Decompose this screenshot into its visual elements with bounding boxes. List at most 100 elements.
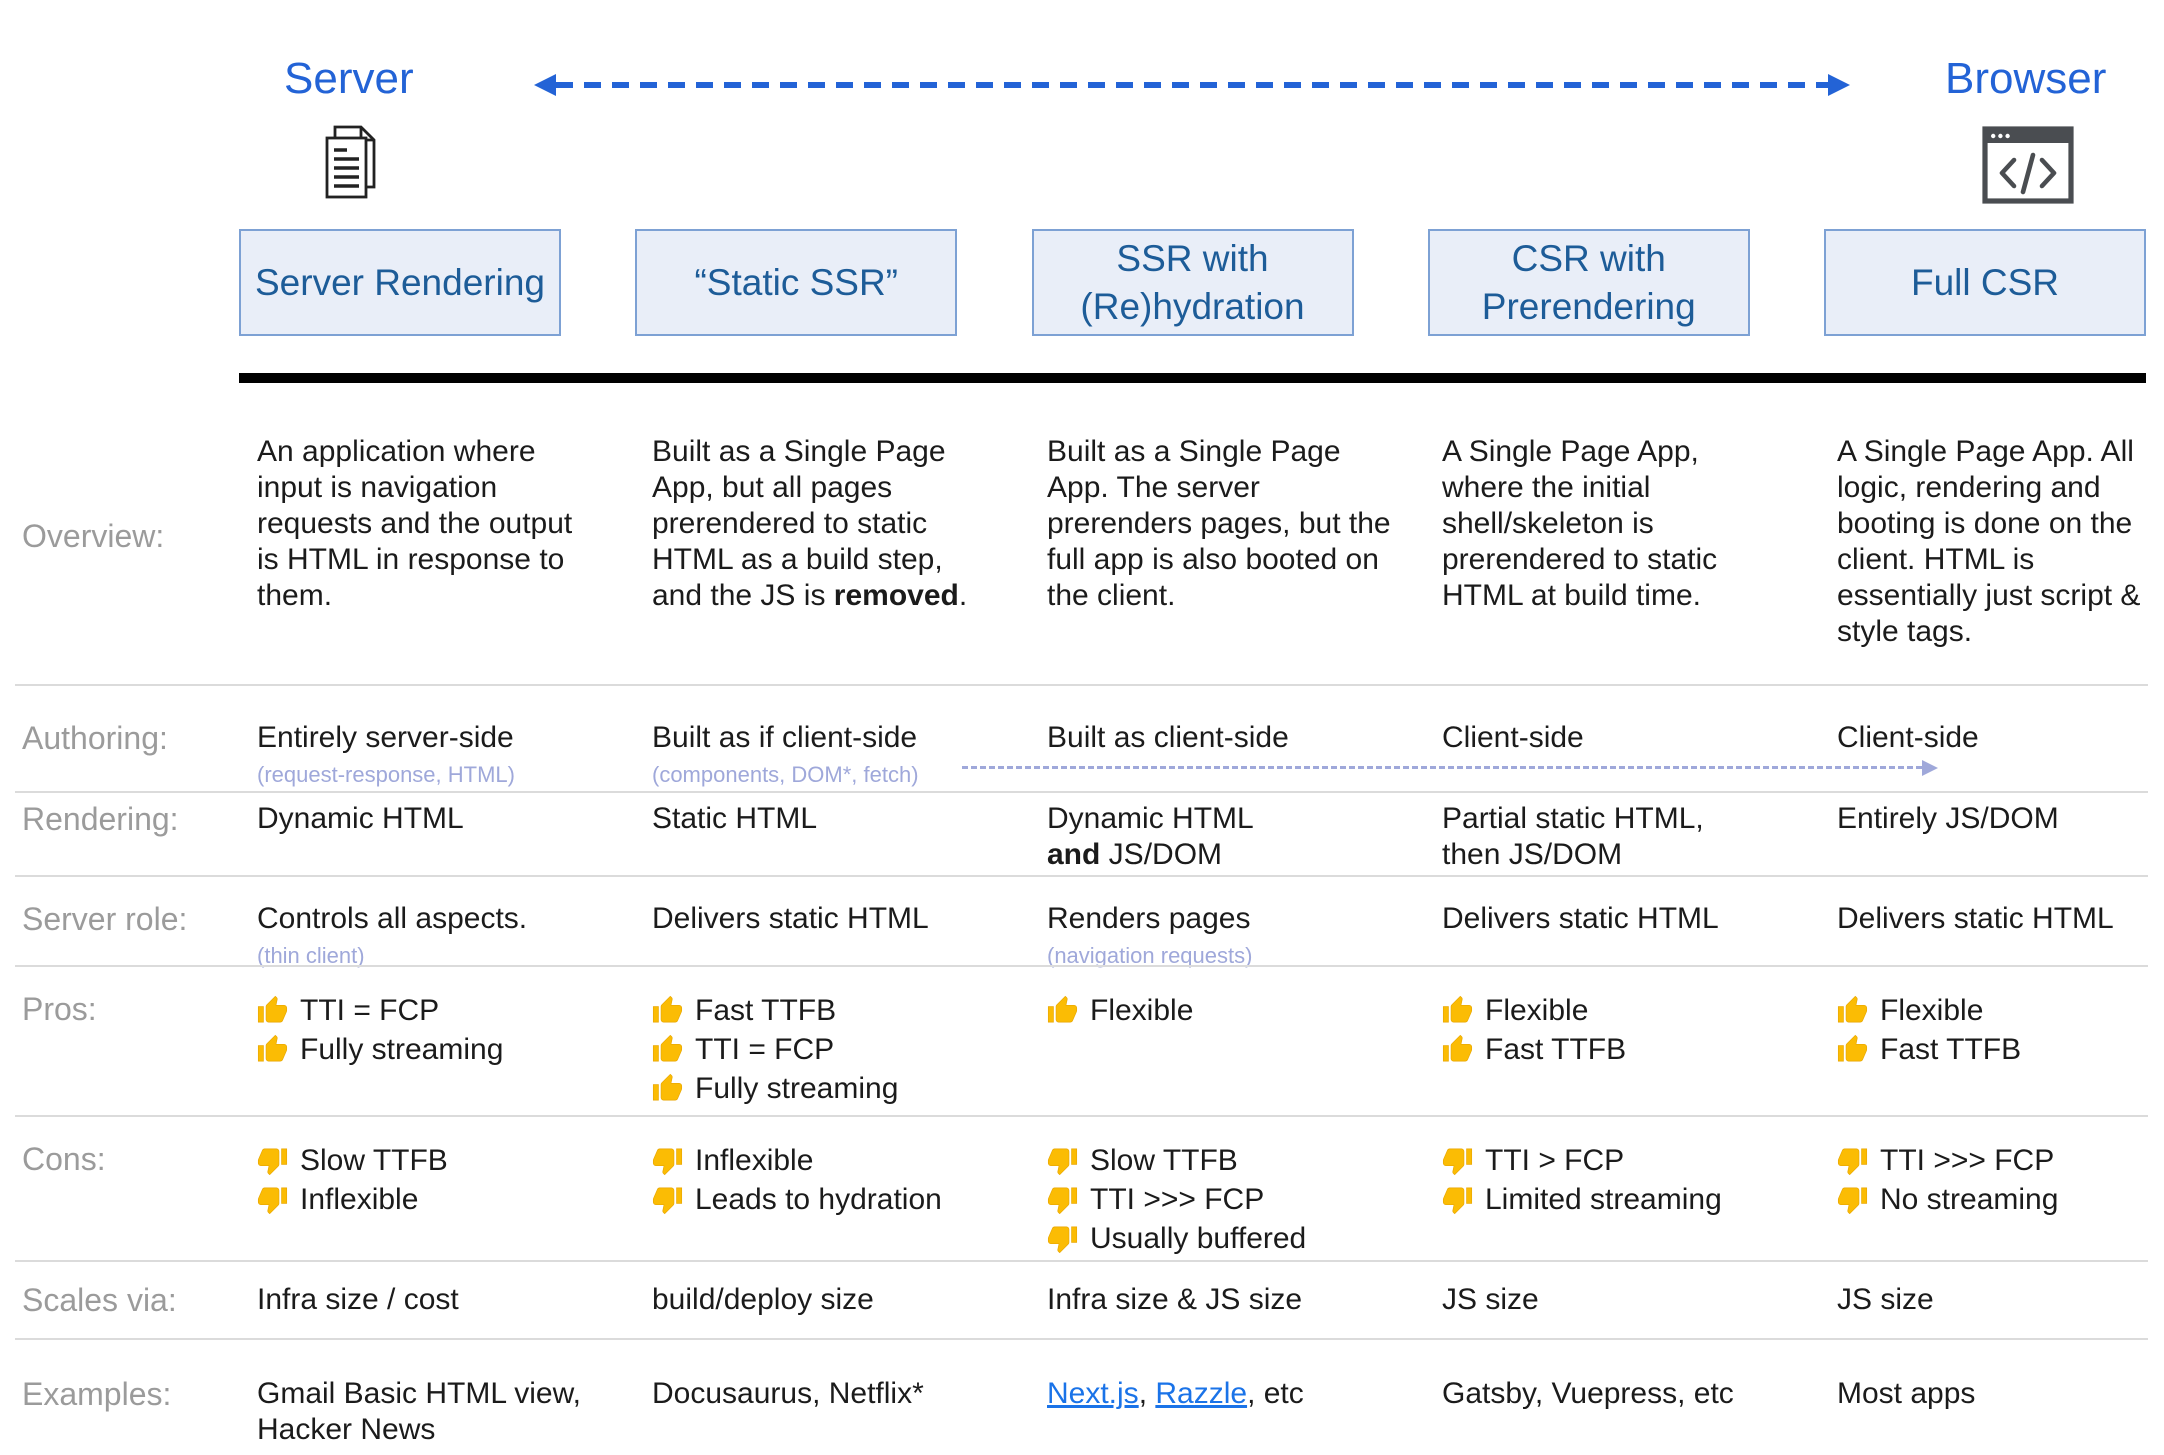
document-pages-icon xyxy=(320,124,382,205)
text-segment: , etc xyxy=(1247,1377,1304,1410)
list-item-text: Fully streaming xyxy=(695,1071,899,1105)
thumb-down-icon xyxy=(257,1184,288,1215)
thumb-up-icon xyxy=(1837,1034,1868,1065)
text-segment: JS/DOM xyxy=(1100,838,1223,871)
table-cell: build/deploy size xyxy=(652,1283,874,1316)
column-header-server-rendering: Server Rendering xyxy=(239,229,561,336)
cell-note: (components, DOM*, fetch) xyxy=(652,762,919,787)
list-item: Fully streaming xyxy=(257,1030,602,1069)
thumb-down-icon xyxy=(257,1145,288,1176)
list-item: Fast TTFB xyxy=(1442,1030,1787,1069)
thumb-down-icon xyxy=(1047,1145,1078,1176)
thumb-down-icon xyxy=(1442,1145,1473,1176)
table-cell: Controls all aspects. (thin client) xyxy=(257,901,616,971)
table-cell: An application where input is navigation… xyxy=(257,435,573,612)
list-item: TTI = FCP xyxy=(652,1030,997,1069)
list-item: No streaming xyxy=(1837,1180,2150,1219)
list-item: Fast TTFB xyxy=(652,991,997,1030)
row-label-authoring: Authoring: xyxy=(22,720,168,756)
table-cell: Built as if client-side (components, DOM… xyxy=(652,720,1011,790)
row-label-cons: Cons: xyxy=(22,1141,106,1177)
list-item-text: Flexible xyxy=(1880,993,1984,1027)
comparison-table: Overview: An application where input is … xyxy=(0,386,2164,1455)
table-cell: Next.js, Razzle, etc xyxy=(1047,1376,1406,1412)
list-item: TTI >>> FCP xyxy=(1837,1141,2150,1180)
server-browser-dashed-arrow xyxy=(534,74,1850,96)
row-scales-via: Scales via: Infra size / cost build/depl… xyxy=(0,1262,2164,1340)
browser-endpoint-label: Browser xyxy=(1945,54,2107,103)
list-item: Slow TTFB xyxy=(257,1141,602,1180)
list-item-text: Slow TTFB xyxy=(1090,1143,1238,1177)
row-authoring: Authoring: Entirely server-side (request… xyxy=(0,686,2164,793)
table-cell: Delivers static HTML xyxy=(1442,902,1719,935)
list-item-text: Fast TTFB xyxy=(695,993,837,1027)
table-cell: Infra size / cost xyxy=(257,1283,459,1316)
table-cell: Built as a Single Page App. The server p… xyxy=(1047,435,1391,612)
text-segment: and xyxy=(1047,838,1101,871)
column-headers: Server Rendering “Static SSR” SSR with (… xyxy=(239,229,2146,336)
table-cell: Dynamic HTML and JS/DOM xyxy=(1047,801,1406,873)
thumb-up-icon xyxy=(1442,1034,1473,1065)
thumb-down-icon xyxy=(1837,1145,1868,1176)
text-segment: Dynamic HTML xyxy=(1047,802,1254,835)
text-segment: Built as a Single Page App, but all page… xyxy=(652,435,946,612)
table-cell: Inflexible Leads to hydration xyxy=(652,1141,1011,1219)
cell-note: (thin client) xyxy=(257,943,365,968)
column-header-static-ssr: “Static SSR” xyxy=(635,229,958,336)
text-segment: , xyxy=(1138,1377,1156,1410)
table-cell: Flexible Fast TTFB xyxy=(1837,991,2164,1069)
row-label-scales-via: Scales via: xyxy=(22,1282,177,1318)
list-item-text: Inflexible xyxy=(695,1143,814,1177)
list-item: Flexible xyxy=(1442,991,1787,1030)
table-cell: A Single Page App, where the initial she… xyxy=(1442,435,1718,612)
thumb-down-icon xyxy=(1047,1184,1078,1215)
list-item-text: TTI = FCP xyxy=(695,1032,835,1066)
table-top-divider xyxy=(239,373,2146,383)
example-link[interactable]: Next.js xyxy=(1047,1377,1139,1410)
list-item: Slow TTFB xyxy=(1047,1141,1392,1180)
thumb-down-icon xyxy=(1837,1184,1868,1215)
list-item-text: Inflexible xyxy=(300,1182,419,1216)
list-item-text: Slow TTFB xyxy=(300,1143,448,1177)
table-cell: TTI = FCP Fully streaming xyxy=(257,991,616,1069)
list-item: Limited streaming xyxy=(1442,1180,1787,1219)
column-header-full-csr: Full CSR xyxy=(1824,229,2146,336)
row-label-pros: Pros: xyxy=(22,991,97,1027)
thumb-down-icon xyxy=(1047,1223,1078,1254)
row-pros: Pros: TTI = FCP Fully streaming Fast TTFB… xyxy=(0,967,2164,1117)
thumb-up-icon xyxy=(652,995,683,1026)
table-cell: TTI > FCP Limited streaming xyxy=(1442,1141,1801,1219)
list-item-text: Fast TTFB xyxy=(1880,1032,2022,1066)
text-segment: removed xyxy=(833,579,959,612)
list-item: TTI = FCP xyxy=(257,991,602,1030)
list-item-text: TTI > FCP xyxy=(1485,1143,1625,1177)
list-item-text: Limited streaming xyxy=(1485,1182,1722,1216)
thumb-up-icon xyxy=(1837,995,1868,1026)
table-cell: Flexible Fast TTFB xyxy=(1442,991,1801,1069)
table-cell: Client-side xyxy=(1837,721,1979,754)
thumb-up-icon xyxy=(652,1073,683,1104)
column-header-ssr-rehydration: SSR with (Re)hydration xyxy=(1031,229,1354,336)
list-item: Flexible xyxy=(1837,991,2150,1030)
list-item-text: Flexible xyxy=(1485,993,1589,1027)
thumb-up-icon xyxy=(1047,995,1078,1026)
table-cell: JS size xyxy=(1837,1283,1934,1316)
cell-note: (request-response, HTML) xyxy=(257,762,515,787)
row-label-rendering: Rendering: xyxy=(22,801,179,837)
table-cell: Built as a Single Page App, but all page… xyxy=(652,434,1011,614)
table-cell: Fast TTFB TTI = FCP Fully streaming xyxy=(652,991,1011,1108)
table-cell: Static HTML xyxy=(652,802,818,835)
client-side-dashed-arrow xyxy=(962,760,1938,776)
example-link[interactable]: Razzle xyxy=(1155,1377,1248,1410)
table-cell: Delivers static HTML xyxy=(652,902,929,935)
thumb-up-icon xyxy=(652,1034,683,1065)
table-cell: Client-side xyxy=(1442,721,1584,754)
table-cell: Entirely JS/DOM xyxy=(1837,802,2059,835)
list-item-text: TTI >>> FCP xyxy=(1880,1143,2055,1177)
server-endpoint-label: Server xyxy=(284,54,414,103)
table-cell: Partial static HTML, then JS/DOM xyxy=(1442,802,1704,871)
row-overview: Overview: An application where input is … xyxy=(0,386,2164,686)
row-server-role: Server role: Controls all aspects. (thin… xyxy=(0,877,2164,968)
table-cell: Entirely server-side (request-response, … xyxy=(257,720,616,790)
list-item: Leads to hydration xyxy=(652,1180,997,1219)
